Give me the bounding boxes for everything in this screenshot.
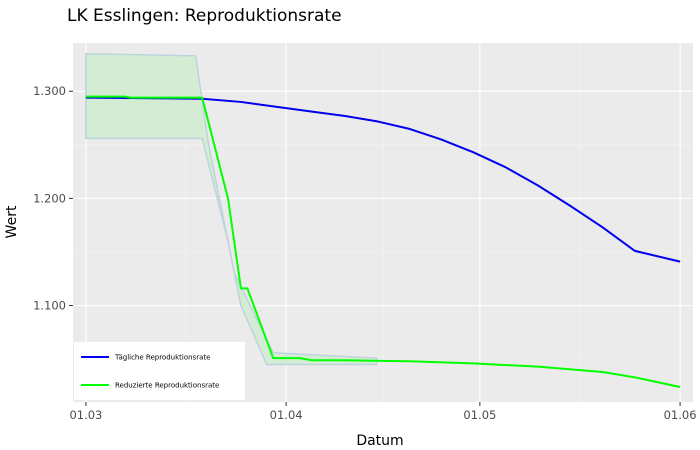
y-axis-title: Wert [4, 205, 20, 238]
ticks-layer: 01.03 01.04 01.05 01.06 1.100 1.200 1.300 [33, 84, 696, 422]
y-tick-label: 1.300 [33, 84, 66, 98]
legend-box [74, 342, 245, 400]
x-tick-label: 01.03 [69, 408, 102, 422]
series-line-0 [85, 96, 681, 263]
legend: Tägliche Reproduktionsrate Reduzierte Re… [74, 342, 245, 400]
y-tick-label: 1.200 [33, 191, 66, 205]
legend-label-tagliche: Tägliche Reproduktionsrate [114, 354, 210, 362]
series-line-1 [85, 95, 681, 388]
grid-major [73, 43, 693, 402]
x-tick-label: 01.05 [463, 408, 496, 422]
legend-label-reduzierte: Reduzierte Reproduktionsrate [115, 382, 219, 390]
x-tick-label: 01.04 [270, 408, 303, 422]
series-layer [85, 95, 681, 388]
chart-title: LK Esslingen: Reproduktionsrate [67, 6, 342, 26]
x-axis-title: Datum [356, 433, 403, 449]
band-layer [85, 52, 378, 366]
confidence-band [85, 52, 378, 366]
x-tick-label: 01.06 [664, 408, 697, 422]
y-tick-label: 1.100 [33, 299, 66, 313]
